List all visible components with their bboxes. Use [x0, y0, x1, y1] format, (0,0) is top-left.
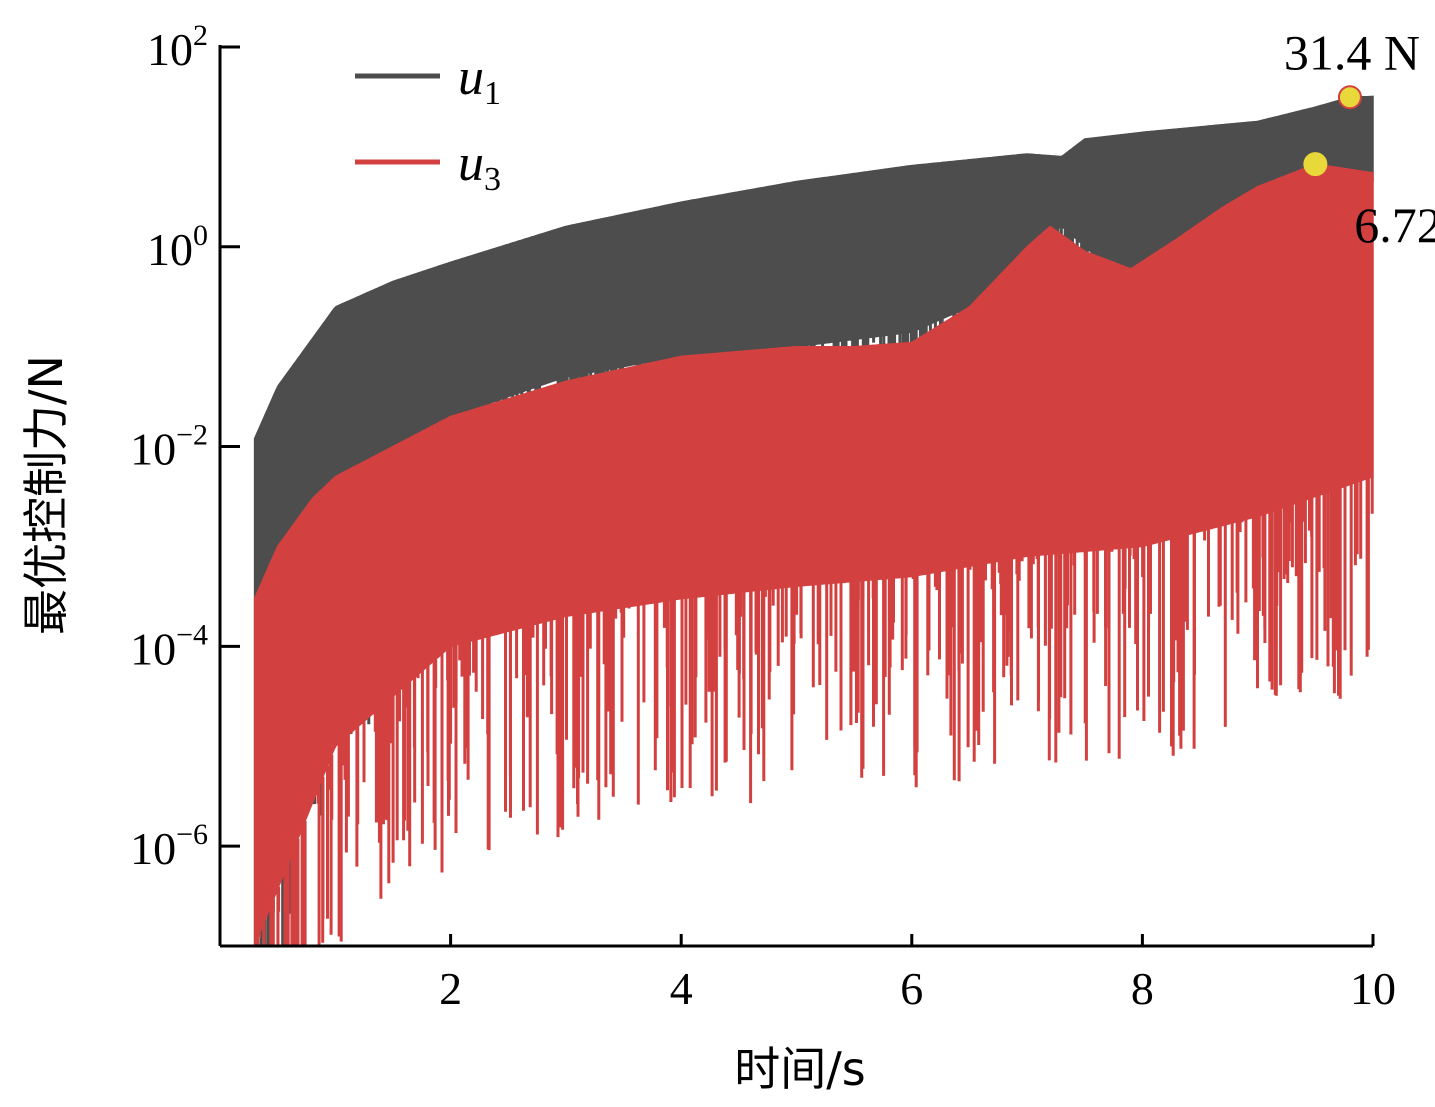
- annotation-label: 6.72 N: [1354, 197, 1435, 253]
- legend-item-u3: u3: [355, 135, 501, 198]
- plot-area: [253, 95, 1374, 947]
- annotations: 31.4 N 6.72 N: [1284, 24, 1435, 253]
- series-u3-band: [253, 163, 1374, 947]
- x-tick-label: 4: [670, 963, 693, 1014]
- x-axis-title: 时间/s: [734, 1042, 865, 1096]
- annotation-marker: 6.72 N: [1303, 152, 1435, 253]
- legend-label: u1: [458, 49, 501, 112]
- x-tick-label: 8: [1131, 963, 1154, 1014]
- x-tick-label: 2: [439, 963, 462, 1014]
- x-tick-label: 10: [1350, 963, 1396, 1014]
- y-tick-label: 102: [147, 19, 208, 75]
- y-tick-label: 100: [147, 219, 208, 275]
- y-tick-label: 10−2: [130, 419, 208, 475]
- legend-item-u1: u1: [355, 49, 501, 112]
- y-axis-title: 最优控制力/N: [19, 355, 73, 635]
- series-u3-troughs: [256, 476, 1374, 946]
- legend-label: u3: [458, 135, 501, 198]
- annotation-point: [1303, 152, 1328, 177]
- annotation-point: [1337, 85, 1362, 110]
- axes: [218, 45, 1373, 948]
- annotation-marker: 31.4 N: [1284, 24, 1420, 110]
- series-u3: [253, 163, 1374, 947]
- x-ticks: 2 4 6 8 10: [439, 934, 1396, 1014]
- y-tick-label: 10−4: [130, 618, 208, 674]
- y-ticks: 102 100 10−2 10−4 10−6: [130, 19, 240, 874]
- x-tick-label: 6: [900, 963, 923, 1014]
- y-tick-label: 10−6: [130, 818, 208, 874]
- annotation-label: 31.4 N: [1284, 24, 1420, 80]
